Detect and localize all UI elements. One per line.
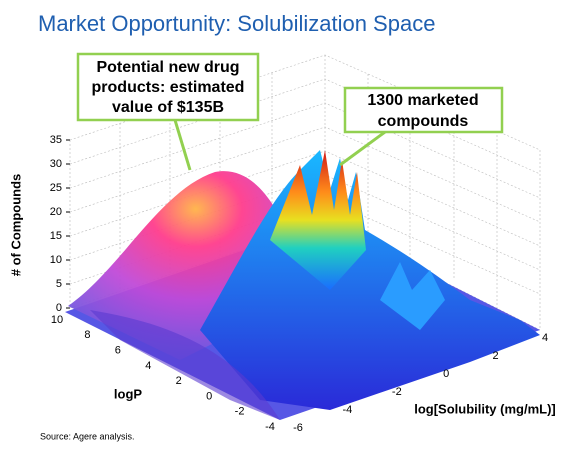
x-axis-label: log[Solubility (mg/mL)]: [414, 401, 556, 416]
x-tick-label: 2: [493, 350, 499, 362]
x-tick-label: -2: [392, 386, 402, 398]
z-tick-label: 20: [50, 206, 62, 218]
x-tick-label: 0: [443, 368, 449, 380]
z-tick-label: 10: [50, 254, 62, 266]
y-tick-label: 8: [84, 329, 90, 341]
z-tick-label: 0: [56, 302, 62, 314]
surface: [65, 150, 540, 420]
callout-box: [343, 86, 504, 134]
y-tick-label: 4: [145, 360, 151, 372]
callout-pointer: [173, 119, 192, 171]
y-tick-label: 6: [115, 344, 121, 356]
y-tick-label: -4: [265, 421, 275, 433]
callout-text: Potential new drug products: estimated val…: [92, 59, 245, 116]
callout-pointer: [339, 130, 386, 167]
z-tick-label: 35: [50, 134, 62, 146]
source: Source: Agere analysis.: [40, 431, 135, 441]
z-tick-label: 25: [50, 182, 62, 194]
y-tick-label: 2: [176, 375, 182, 387]
z-tick-label: 30: [50, 158, 62, 170]
x-tick-label: -4: [343, 404, 353, 416]
callout-box: [76, 52, 260, 122]
y-axis-label: logP: [114, 386, 142, 401]
y-tick-label: -2: [235, 406, 245, 418]
y-tick-label: 10: [51, 314, 63, 326]
title: Market Opportunity: Solubilization Space: [38, 11, 435, 36]
z-axis-label: # of Compounds: [8, 174, 23, 277]
y-tick-label: 0: [206, 390, 212, 402]
x-tick-label: 4: [542, 332, 548, 344]
x-tick-label: -6: [293, 422, 303, 434]
z-tick-label: 5: [56, 278, 62, 290]
z-tick-label: 15: [50, 230, 62, 242]
callout-text: 1300 marketed compounds: [367, 92, 478, 130]
